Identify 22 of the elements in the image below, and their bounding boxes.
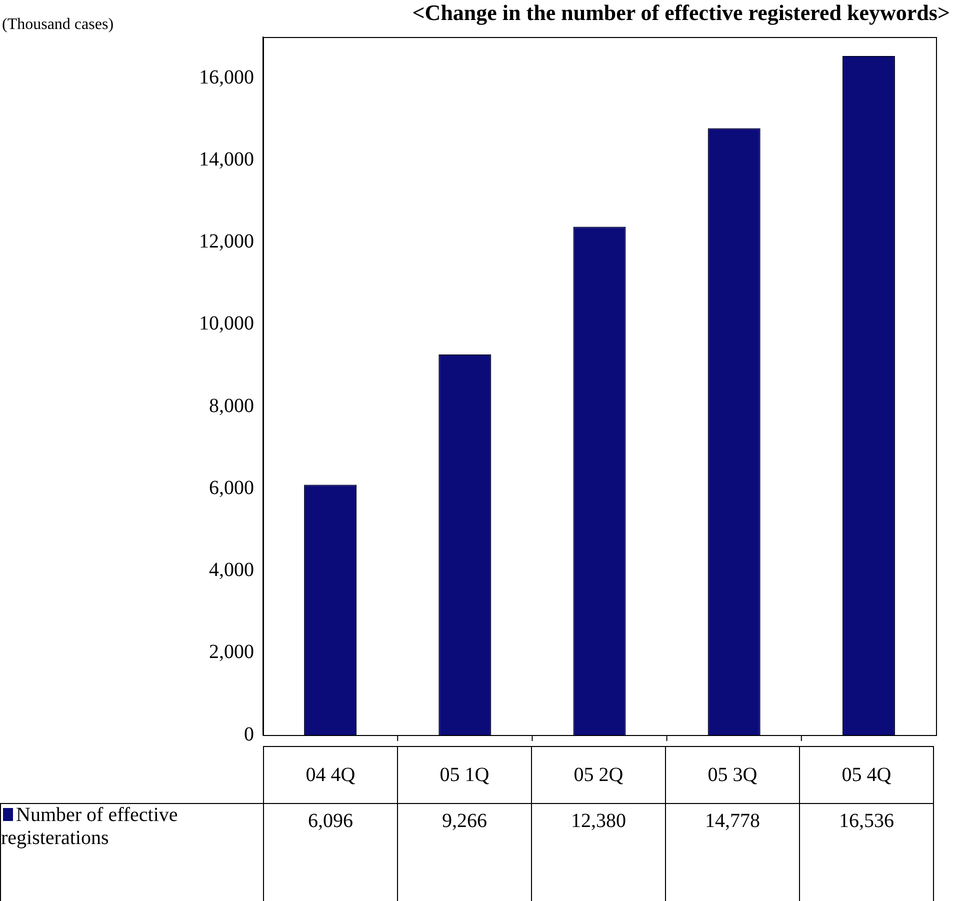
y-tick-label: 6,000 bbox=[209, 476, 254, 499]
y-tick-label: 10,000 bbox=[199, 312, 254, 335]
y-tick-label: 14,000 bbox=[199, 148, 254, 170]
data-label: 9,266 bbox=[398, 804, 532, 901]
data-label: 14,778 bbox=[666, 804, 800, 901]
y-tick-label: 2,000 bbox=[209, 641, 254, 664]
chart-title: <Change in the number of effective registered keywords> bbox=[412, 0, 950, 26]
data-label: 16,536 bbox=[800, 804, 934, 901]
x-tick-label: 05 4Q bbox=[800, 746, 934, 804]
y-tick-label: 0 bbox=[244, 723, 254, 746]
x-tick-label: 04 4Q bbox=[264, 746, 398, 804]
text: (Thousand cases) bbox=[2, 16, 114, 34]
y-tick-label: 12,000 bbox=[199, 230, 254, 253]
data-label: 6,096 bbox=[264, 804, 398, 901]
x-tick-label: 05 3Q bbox=[666, 746, 800, 804]
data-label: 12,380 bbox=[532, 804, 666, 901]
x-tick-label: 05 1Q bbox=[398, 746, 532, 804]
y-tick-label: 4,000 bbox=[209, 559, 254, 582]
y-tick-label: 8,000 bbox=[209, 394, 254, 417]
legend-label: Number of effective registerations bbox=[0, 804, 264, 901]
y-tick-label: 16,000 bbox=[199, 66, 254, 88]
x-tick-label: 05 2Q bbox=[532, 746, 666, 804]
